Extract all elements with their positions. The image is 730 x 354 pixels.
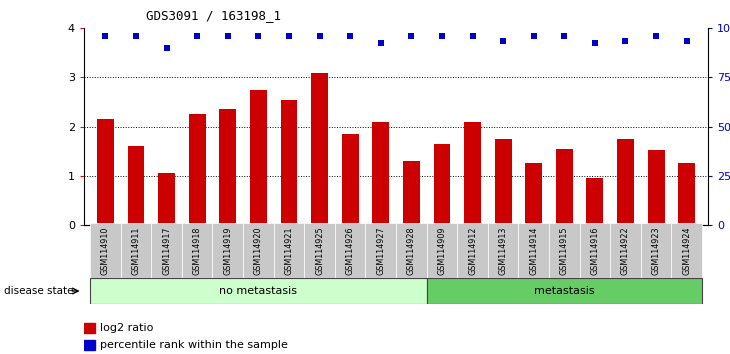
Text: GSM114915: GSM114915 xyxy=(560,226,569,275)
Bar xyxy=(128,146,145,225)
Bar xyxy=(464,122,481,225)
Bar xyxy=(586,178,603,225)
Point xyxy=(497,38,509,44)
Text: GSM114919: GSM114919 xyxy=(223,226,232,275)
Point xyxy=(375,40,387,46)
Bar xyxy=(648,150,664,225)
Text: GSM114912: GSM114912 xyxy=(468,226,477,275)
Bar xyxy=(495,139,512,225)
FancyBboxPatch shape xyxy=(335,223,366,278)
FancyBboxPatch shape xyxy=(610,223,641,278)
Point xyxy=(558,33,570,39)
Bar xyxy=(434,144,450,225)
FancyBboxPatch shape xyxy=(90,223,120,278)
Text: GSM114921: GSM114921 xyxy=(285,226,293,275)
Text: no metastasis: no metastasis xyxy=(219,286,297,296)
Point xyxy=(650,33,662,39)
Text: GSM114911: GSM114911 xyxy=(131,226,140,275)
Text: GSM114925: GSM114925 xyxy=(315,226,324,275)
Bar xyxy=(158,173,175,225)
Point xyxy=(222,33,234,39)
Bar xyxy=(617,139,634,225)
Text: GSM114928: GSM114928 xyxy=(407,226,416,275)
Point xyxy=(314,33,326,39)
FancyBboxPatch shape xyxy=(243,223,274,278)
Point xyxy=(253,33,264,39)
Point xyxy=(466,33,478,39)
Text: GSM114920: GSM114920 xyxy=(254,226,263,275)
Bar xyxy=(678,164,695,225)
FancyBboxPatch shape xyxy=(457,223,488,278)
FancyBboxPatch shape xyxy=(304,223,335,278)
Text: GSM114926: GSM114926 xyxy=(345,226,355,275)
Bar xyxy=(189,114,206,225)
Bar xyxy=(526,164,542,225)
FancyBboxPatch shape xyxy=(366,223,396,278)
FancyBboxPatch shape xyxy=(274,223,304,278)
Bar xyxy=(311,73,328,225)
Text: metastasis: metastasis xyxy=(534,286,595,296)
Point xyxy=(283,33,295,39)
Bar xyxy=(84,323,95,333)
Bar xyxy=(556,149,573,225)
FancyBboxPatch shape xyxy=(426,278,702,304)
Point xyxy=(99,33,111,39)
Text: GSM114910: GSM114910 xyxy=(101,226,110,275)
Text: GSM114913: GSM114913 xyxy=(499,226,507,275)
Bar xyxy=(342,134,358,225)
FancyBboxPatch shape xyxy=(549,223,580,278)
Point xyxy=(405,33,417,39)
Text: GSM114914: GSM114914 xyxy=(529,226,538,275)
FancyBboxPatch shape xyxy=(488,223,518,278)
Text: percentile rank within the sample: percentile rank within the sample xyxy=(100,340,288,350)
Text: GSM114923: GSM114923 xyxy=(652,226,661,275)
Point xyxy=(436,33,447,39)
Text: GSM114909: GSM114909 xyxy=(437,226,447,275)
Bar xyxy=(84,340,95,350)
Point xyxy=(130,33,142,39)
Text: GSM114922: GSM114922 xyxy=(621,226,630,275)
Point xyxy=(589,40,601,46)
Bar xyxy=(372,122,389,225)
Point xyxy=(191,33,203,39)
Text: GSM114927: GSM114927 xyxy=(376,226,385,275)
FancyBboxPatch shape xyxy=(396,223,426,278)
Text: GSM114924: GSM114924 xyxy=(682,226,691,275)
Point xyxy=(161,45,172,51)
Bar xyxy=(280,99,297,225)
FancyBboxPatch shape xyxy=(518,223,549,278)
Text: GSM114918: GSM114918 xyxy=(193,226,201,275)
FancyBboxPatch shape xyxy=(90,278,426,304)
FancyBboxPatch shape xyxy=(641,223,672,278)
Point xyxy=(620,38,631,44)
Text: GDS3091 / 163198_1: GDS3091 / 163198_1 xyxy=(146,9,281,22)
FancyBboxPatch shape xyxy=(182,223,212,278)
Point xyxy=(528,33,539,39)
FancyBboxPatch shape xyxy=(151,223,182,278)
Bar xyxy=(250,90,266,225)
FancyBboxPatch shape xyxy=(426,223,457,278)
Text: log2 ratio: log2 ratio xyxy=(100,323,154,333)
Bar xyxy=(97,119,114,225)
FancyBboxPatch shape xyxy=(672,223,702,278)
FancyBboxPatch shape xyxy=(580,223,610,278)
Text: disease state: disease state xyxy=(4,286,73,296)
Bar xyxy=(219,109,237,225)
Bar xyxy=(403,161,420,225)
Text: GSM114916: GSM114916 xyxy=(591,226,599,275)
Text: GSM114917: GSM114917 xyxy=(162,226,171,275)
FancyBboxPatch shape xyxy=(120,223,151,278)
Point xyxy=(345,33,356,39)
FancyBboxPatch shape xyxy=(212,223,243,278)
Point xyxy=(681,38,693,44)
